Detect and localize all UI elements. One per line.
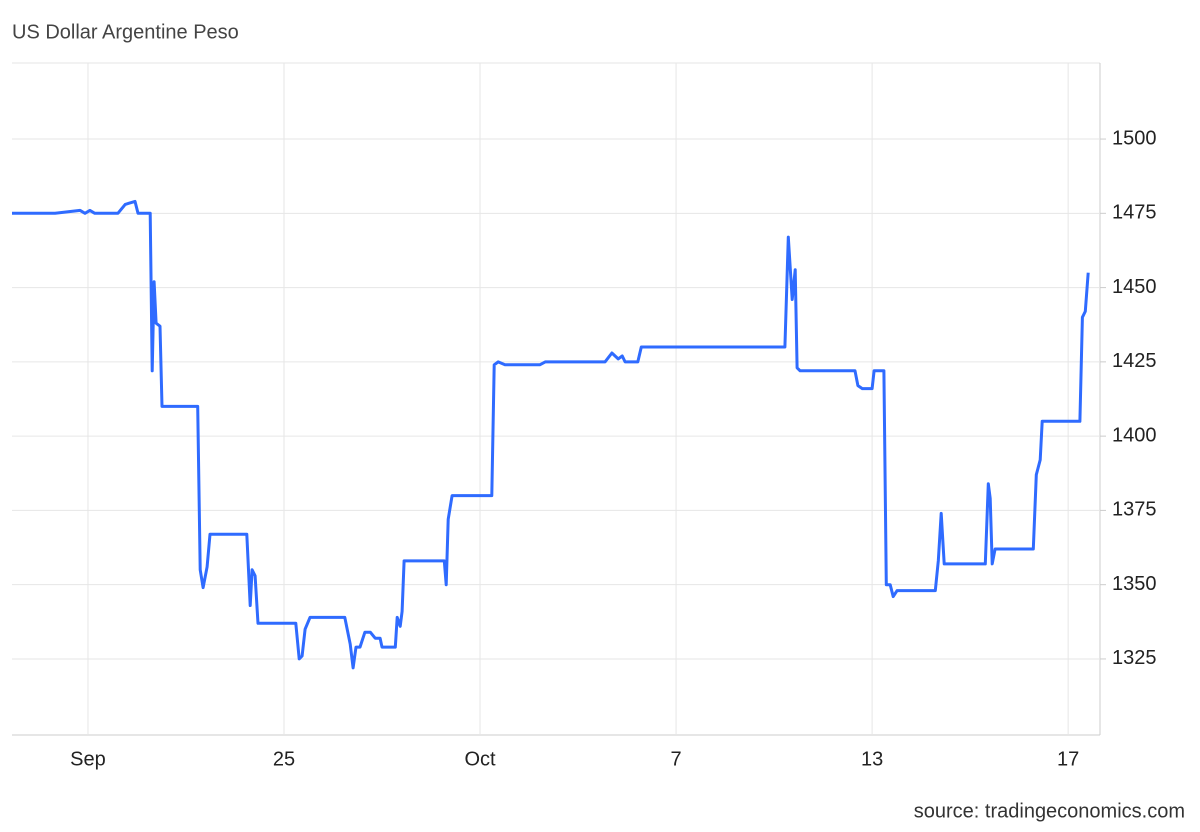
y-tick-label: 1375 [1112, 499, 1157, 521]
x-tick-label: 17 [1057, 748, 1079, 770]
y-tick-label: 1450 [1112, 276, 1157, 298]
source: source: tradingeconomics.com [914, 800, 1185, 822]
y-tick-label: 1325 [1112, 647, 1157, 669]
y-tick-label: 1425 [1112, 350, 1157, 372]
y-tick-label: 1475 [1112, 202, 1157, 224]
price-line [12, 199, 1090, 670]
x-tick-label: 13 [861, 748, 883, 770]
x-tick-label: Sep [70, 748, 106, 770]
y-tick-label: 1350 [1112, 573, 1157, 595]
y-tick-label: 1500 [1112, 127, 1157, 149]
x-tick-label: 25 [273, 748, 295, 770]
x-tick-label: Oct [464, 748, 496, 770]
x-tick-label: 7 [671, 748, 682, 770]
y-tick-label: 1400 [1112, 424, 1157, 446]
chart-title: US Dollar Argentine Peso [12, 21, 239, 43]
